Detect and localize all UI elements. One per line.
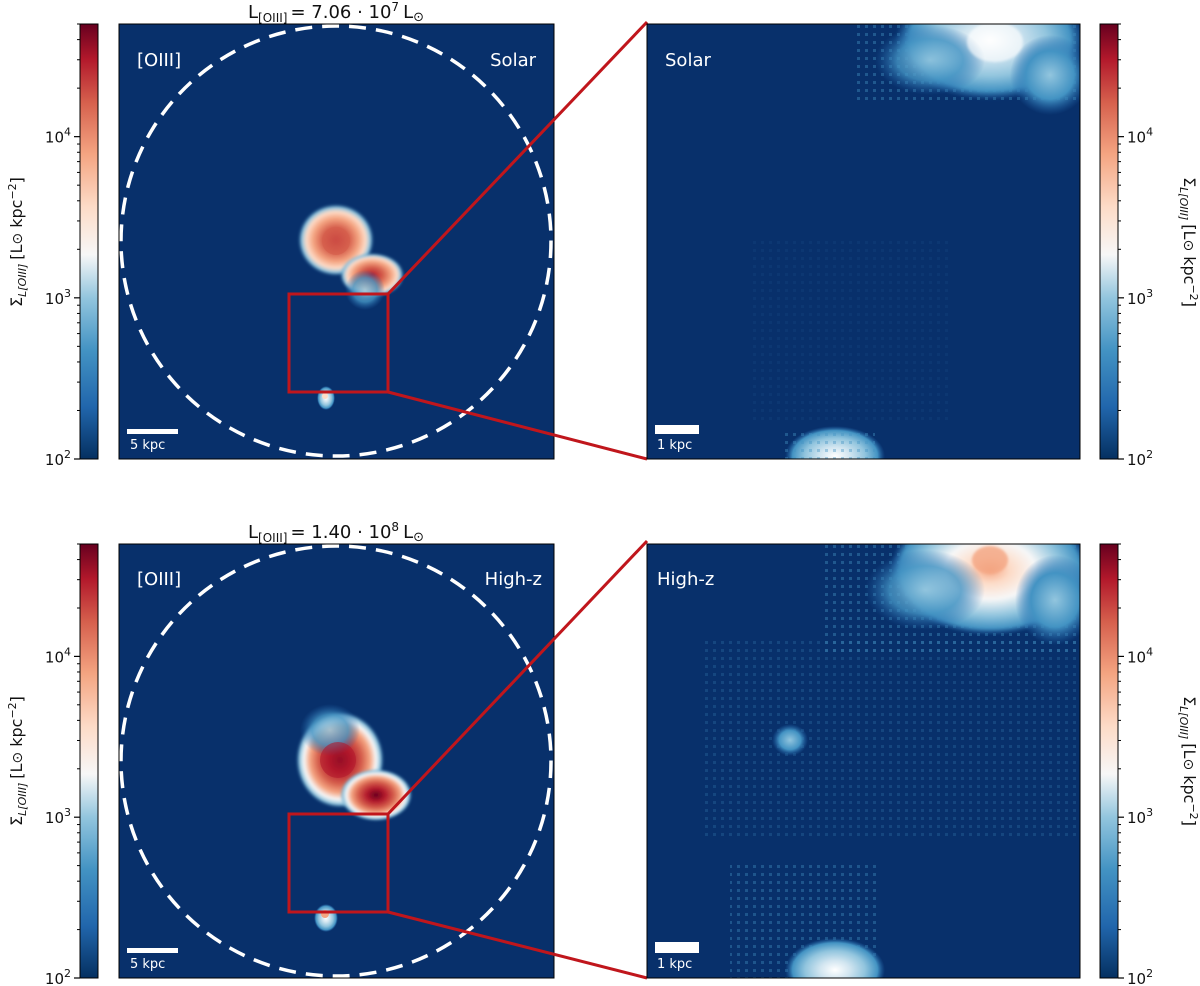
emission-blob — [865, 550, 985, 630]
aperture-circle — [119, 544, 553, 978]
colorbar-bar — [1099, 543, 1119, 979]
zoom-connector — [386, 20, 649, 296]
colorbar-bottom-left: 102 103 104 ΣL[OIII][L⊙ kpc−2] — [6, 543, 99, 986]
colorbar-label: ΣL[OIII][L⊙ kpc−2] — [1177, 177, 1200, 307]
colorbar-tick-label: 103 — [45, 287, 71, 308]
metallicity-label: High-z — [657, 569, 714, 590]
colorbar-label: ΣL[OIII][L⊙ kpc−2] — [1177, 696, 1200, 826]
species-label: [OIII] — [137, 569, 181, 590]
colorbar-bar — [79, 543, 99, 979]
map-bottom-right: High-z 1 kpc — [646, 543, 1081, 979]
scale-bar-label: 5 kpc — [130, 438, 165, 453]
emission-blob — [322, 393, 328, 399]
colorbar-tick-label: 104 — [45, 126, 71, 147]
emission-blob — [967, 24, 1023, 62]
colorbar-tick-label: 102 — [45, 448, 71, 469]
map-frame — [118, 23, 555, 460]
metallicity-label: Solar — [490, 50, 536, 71]
colorbar-ticks: 102 103 104 — [45, 23, 80, 469]
colorbar-tick-label: 103 — [1127, 287, 1153, 308]
colorbar-tick-label: 104 — [1127, 126, 1153, 147]
colorbar-tick-label: 104 — [1127, 645, 1153, 666]
colorbar-tick-label: 102 — [1127, 448, 1153, 469]
colorbar-top-left: 102 103 104 ΣL[OIII][L⊙ kpc−2] — [6, 23, 99, 469]
panel-title: L[OIII] = 1.40 · 108 L⊙ — [248, 520, 424, 545]
emission-blob — [1015, 555, 1080, 645]
species-label: [OIII] — [137, 50, 181, 71]
emission-blob — [345, 270, 385, 310]
map-frame — [646, 23, 1081, 460]
colorbar-tick-label: 102 — [45, 967, 71, 986]
emission-blob — [972, 546, 1008, 574]
panel-title: L[OIII] = 7.06 · 107 L⊙ — [248, 0, 424, 25]
scale-bar-label: 1 kpc — [657, 957, 692, 972]
aperture-circle — [119, 24, 553, 458]
emission-blob — [320, 742, 356, 778]
emission-blobs — [750, 24, 1080, 459]
colorbar-bar — [1099, 23, 1119, 460]
scale-bar — [655, 425, 699, 434]
colorbar-tick-label: 104 — [45, 645, 71, 666]
colorbar-bottom-right: 102 103 104 ΣL[OIII][L⊙ kpc−2] — [1099, 543, 1200, 986]
colorbar-tick-label: 103 — [1127, 806, 1153, 827]
zoom-box — [287, 812, 390, 914]
map-frame — [646, 543, 1081, 979]
colorbar-bar — [79, 23, 99, 460]
emission-blob — [785, 430, 875, 459]
scale-bar-label: 5 kpc — [130, 957, 165, 972]
emission-blob — [314, 904, 338, 932]
emission-blob — [875, 25, 985, 95]
colorbar-top-right: 102 103 104 ΣL[OIII][L⊙ kpc−2] — [1099, 23, 1200, 469]
map-bottom-left: [OIII] High-z 5 kpc — [118, 543, 555, 979]
emission-blob — [300, 704, 360, 756]
metallicity-label: High-z — [485, 569, 542, 590]
emission-blob — [1010, 35, 1080, 115]
zoom-connector — [386, 539, 649, 816]
zoom-connector — [387, 910, 648, 980]
scale-bar — [127, 948, 178, 953]
emission-blob — [700, 640, 1080, 840]
map-top-left: [OIII] Solar 5 kpc — [118, 23, 555, 460]
colorbar-label: ΣL[OIII][L⊙ kpc−2] — [6, 696, 29, 826]
emission-blob — [772, 724, 808, 756]
zoom-box — [287, 292, 390, 394]
emission-blob — [322, 227, 350, 255]
scale-bar-label: 1 kpc — [657, 438, 692, 453]
metallicity-label: Solar — [665, 50, 711, 71]
colorbar-tick-label: 103 — [45, 806, 71, 827]
colorbar-ticks: 102 103 104 — [1118, 543, 1153, 986]
emission-blob — [785, 938, 885, 978]
colorbar-ticks: 102 103 104 — [45, 543, 80, 986]
colorbar-ticks: 102 103 104 — [1118, 23, 1153, 469]
emission-blob — [750, 240, 950, 420]
scale-bar — [655, 942, 699, 953]
emission-blobs — [298, 204, 404, 410]
emission-blobs — [700, 544, 1080, 978]
colorbar-label: ΣL[OIII][L⊙ kpc−2] — [6, 177, 29, 307]
scale-bar — [127, 429, 178, 434]
map-top-right: Solar 1 kpc — [646, 23, 1081, 460]
colorbar-tick-label: 102 — [1127, 967, 1153, 986]
map-frame — [118, 543, 555, 979]
zoom-connector — [387, 390, 648, 461]
